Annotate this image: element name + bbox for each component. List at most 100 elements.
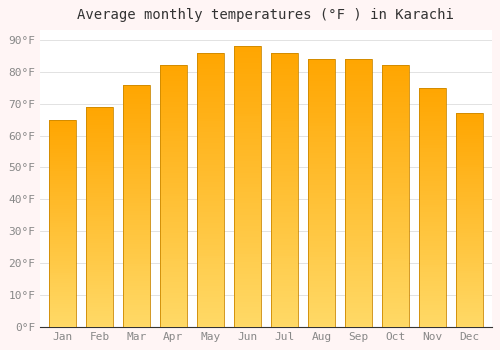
Bar [271, 132, 298, 135]
Bar [160, 316, 186, 319]
Bar [456, 256, 483, 259]
Bar [308, 67, 335, 70]
Bar [308, 166, 335, 169]
Bar [345, 193, 372, 196]
Bar [382, 206, 409, 209]
Bar [123, 305, 150, 307]
Bar [86, 230, 113, 232]
Bar [382, 277, 409, 280]
Bar [123, 249, 150, 252]
Bar [382, 259, 409, 261]
Bar [49, 260, 76, 262]
Bar [419, 198, 446, 200]
Bar [86, 265, 113, 267]
Bar [160, 303, 186, 306]
Bar [49, 323, 76, 325]
Bar [49, 194, 76, 196]
Bar [271, 105, 298, 107]
Bar [271, 231, 298, 234]
Bar [49, 221, 76, 223]
Bar [271, 283, 298, 286]
Bar [197, 231, 224, 234]
Bar [456, 207, 483, 209]
Bar [123, 179, 150, 182]
Bar [419, 107, 446, 109]
Bar [86, 215, 113, 217]
Bar [308, 262, 335, 265]
Bar [123, 206, 150, 208]
Bar [271, 250, 298, 253]
Bar [456, 162, 483, 164]
Bar [419, 286, 446, 288]
Bar [382, 105, 409, 107]
Bar [308, 257, 335, 260]
Bar [456, 295, 483, 297]
Bar [308, 292, 335, 295]
Bar [456, 261, 483, 263]
Bar [456, 323, 483, 325]
Bar [197, 61, 224, 64]
Bar [271, 190, 298, 193]
Bar [271, 313, 298, 316]
Bar [456, 201, 483, 203]
Bar [234, 195, 260, 198]
Bar [419, 112, 446, 114]
Bar [382, 243, 409, 246]
Bar [382, 254, 409, 256]
Bar [197, 313, 224, 316]
Bar [197, 160, 224, 162]
Bar [271, 310, 298, 313]
Bar [382, 290, 409, 293]
Bar [197, 121, 224, 124]
Bar [419, 284, 446, 286]
Bar [234, 117, 260, 119]
Bar [382, 264, 409, 267]
Bar [197, 275, 224, 278]
Bar [197, 321, 224, 324]
Bar [160, 194, 186, 196]
Bar [382, 152, 409, 154]
Bar [308, 265, 335, 268]
Bar [456, 192, 483, 195]
Bar [49, 296, 76, 298]
Bar [123, 201, 150, 203]
Bar [86, 289, 113, 292]
Bar [345, 105, 372, 107]
Bar [86, 296, 113, 298]
Bar [456, 143, 483, 145]
Bar [49, 132, 76, 134]
Bar [86, 212, 113, 215]
Bar [123, 85, 150, 327]
Bar [197, 173, 224, 176]
Bar [271, 173, 298, 176]
Bar [123, 189, 150, 191]
Bar [419, 231, 446, 233]
Bar [382, 78, 409, 81]
Bar [419, 195, 446, 198]
Bar [345, 298, 372, 300]
Bar [382, 84, 409, 86]
Bar [123, 242, 150, 244]
Bar [382, 225, 409, 228]
Bar [271, 299, 298, 302]
Bar [382, 209, 409, 212]
Bar [160, 256, 186, 259]
Bar [271, 162, 298, 165]
Bar [456, 152, 483, 154]
Bar [456, 293, 483, 295]
Bar [419, 203, 446, 205]
Bar [456, 244, 483, 246]
Bar [382, 251, 409, 254]
Bar [419, 105, 446, 107]
Bar [345, 67, 372, 70]
Bar [123, 237, 150, 240]
Bar [86, 162, 113, 164]
Bar [86, 155, 113, 158]
Bar [308, 153, 335, 155]
Bar [382, 256, 409, 259]
Bar [160, 199, 186, 201]
Bar [271, 321, 298, 324]
Bar [345, 97, 372, 99]
Bar [86, 217, 113, 219]
Bar [456, 203, 483, 205]
